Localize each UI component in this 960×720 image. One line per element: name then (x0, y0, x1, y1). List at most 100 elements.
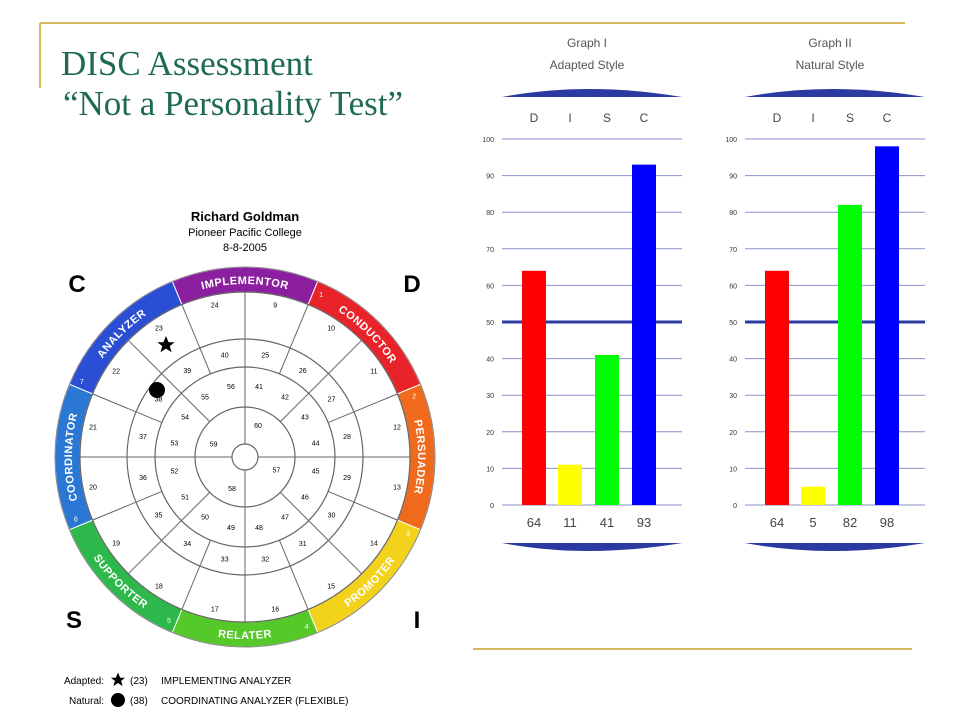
bar-c (875, 146, 899, 505)
ring-number: 25 (261, 352, 269, 359)
graph-title: Graph II (808, 36, 851, 50)
bar-i (558, 464, 582, 505)
legend-adapted-key: Adapted: (64, 676, 104, 687)
legend-natural-key: Natural: (69, 696, 104, 707)
ring-number: 28 (343, 434, 351, 441)
value-label: 98 (880, 515, 894, 530)
slide-title-line2: “Not a Personality Test” (63, 84, 404, 123)
wheel-grid (54, 266, 436, 648)
spoke (92, 490, 163, 521)
adapted-marker (157, 336, 175, 353)
star-icon (157, 336, 175, 353)
value-label: 41 (600, 515, 614, 530)
category-label: S (603, 111, 611, 125)
ring-number: 59 (210, 441, 218, 448)
y-tick-label: 100 (725, 137, 737, 144)
graph-bottom-bracket (502, 543, 682, 551)
bar-s (595, 354, 619, 505)
slide-title-line1: DISC Assessment (61, 44, 313, 83)
ring-number: 38 (155, 397, 163, 404)
y-tick-label: 50 (729, 320, 737, 327)
disc-wheel: Richard Goldman Pioneer Pacific College … (54, 209, 436, 707)
spoke (280, 492, 363, 575)
graph-top-bracket (745, 89, 925, 97)
category-label: C (640, 111, 649, 125)
ring-number: 46 (301, 495, 309, 502)
ring-number: 22 (112, 368, 120, 375)
ring-number: 12 (393, 424, 401, 431)
ring-number: 20 (89, 485, 97, 492)
category-label: D (530, 111, 539, 125)
ring-number: 42 (281, 395, 289, 402)
ring-number: 31 (299, 541, 307, 548)
ring-number: 24 (211, 302, 219, 309)
y-tick-label: 0 (733, 503, 737, 510)
corner-c-label: C (68, 271, 85, 298)
ring-number: 11 (370, 368, 377, 375)
y-tick-label: 30 (729, 393, 737, 400)
corner-s-label: S (66, 607, 82, 634)
ring-number: 32 (261, 557, 269, 564)
segment-label-path: RELATER (217, 628, 272, 642)
legend-natural-text: COORDINATING ANALYZER (FLEXIBLE) (161, 696, 348, 707)
ring-number: 50 (201, 514, 209, 521)
ring-number: 60 (254, 423, 262, 430)
category-label: D (773, 111, 782, 125)
ring-number: 27 (328, 397, 336, 404)
ring-number: 37 (139, 434, 147, 441)
segment-label: RELATER (217, 628, 272, 642)
ring-number: 17 (211, 607, 219, 614)
spoke (181, 304, 212, 375)
ring-number: 49 (227, 525, 235, 532)
ring-number: 9 (273, 302, 277, 309)
segment-number: 3 (406, 531, 410, 538)
spoke (278, 539, 309, 610)
ring-number: 40 (221, 352, 229, 359)
y-tick-label: 90 (729, 174, 737, 181)
bar-i (801, 486, 825, 505)
spoke (92, 393, 163, 424)
y-tick-label: 10 (729, 466, 737, 473)
segment-label: PERSUADER (411, 419, 427, 496)
ring-number: 36 (139, 475, 147, 482)
ring-number: 57 (273, 468, 281, 475)
graph-bottom-bracket (745, 543, 925, 551)
wheel-person-name: Richard Goldman (191, 209, 299, 224)
ring-number: 43 (301, 414, 309, 421)
ring-number: 45 (312, 469, 320, 476)
wheel-numbers: 9 10 11 12 13 14 15 16 17 18 19 20 21 22 23 24 25 26 27 28 2… (89, 302, 401, 613)
value-label: 64 (527, 515, 541, 530)
y-tick-label: 30 (486, 393, 494, 400)
y-tick-label: 70 (486, 247, 494, 254)
graph-plot: 0 10 20 30 40 50 60 70 80 90 100 D 64 I 11 S 41 C 93 (482, 111, 682, 530)
ring-number: 51 (181, 495, 189, 502)
ring-number: 19 (112, 541, 120, 548)
segment-number: 4 (305, 624, 309, 631)
wheel-outer-border (54, 266, 436, 648)
spoke (278, 304, 309, 375)
category-label: S (846, 111, 854, 125)
category-label: C (883, 111, 892, 125)
spoke (327, 393, 398, 424)
ring-number: 21 (89, 424, 97, 431)
ring-number: 35 (155, 512, 163, 519)
y-tick-label: 60 (486, 283, 494, 290)
ring-number: 15 (327, 583, 335, 590)
value-label: 5 (809, 515, 816, 530)
ring-number: 16 (271, 607, 279, 614)
spoke (280, 339, 363, 422)
graph-title: Graph I (567, 36, 607, 50)
corner-i-label: I (414, 607, 421, 634)
segment-number: 7 (80, 379, 84, 386)
y-tick-label: 0 (490, 503, 494, 510)
wheel-date: 8-8-2005 (223, 242, 267, 254)
bar-d (765, 270, 789, 505)
spoke (181, 539, 212, 610)
y-tick-label: 80 (486, 210, 494, 217)
category-label: I (811, 111, 814, 125)
ring-number: 13 (393, 485, 401, 492)
spoke (327, 490, 398, 521)
ring-number: 44 (312, 440, 320, 447)
ring-number: 47 (281, 514, 289, 521)
legend-adapted: Adapted: (23) IMPLEMENTING ANALYZER (64, 672, 291, 687)
